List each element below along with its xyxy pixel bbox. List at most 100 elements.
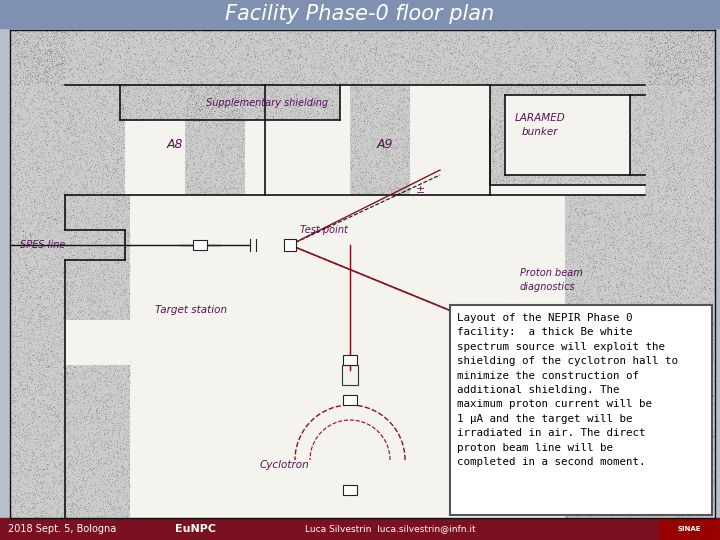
Point <box>121 84 132 93</box>
Point <box>96 360 108 369</box>
Point <box>611 26 623 35</box>
Point <box>34 87 45 96</box>
Point <box>339 74 351 83</box>
Point <box>631 267 643 276</box>
Point <box>32 434 43 443</box>
Point <box>230 37 242 46</box>
Point <box>553 117 564 126</box>
Point <box>14 374 26 382</box>
Point <box>186 84 197 92</box>
Point <box>691 50 703 58</box>
Point <box>454 49 466 58</box>
Point <box>125 431 136 440</box>
Point <box>157 32 168 40</box>
Point <box>526 107 537 116</box>
Point <box>272 53 284 62</box>
Point <box>71 480 83 488</box>
Point <box>76 436 88 445</box>
Point <box>311 108 323 117</box>
Point <box>104 415 115 424</box>
Point <box>626 319 637 327</box>
Point <box>627 77 639 85</box>
Point <box>118 228 130 237</box>
Point <box>706 115 718 124</box>
Point <box>564 293 575 302</box>
Point <box>588 282 600 291</box>
Point <box>588 252 599 260</box>
Point <box>485 97 496 106</box>
Point <box>50 210 61 219</box>
Point <box>509 52 521 61</box>
Point <box>625 75 636 83</box>
Point <box>562 53 574 62</box>
Point <box>658 310 670 319</box>
Point <box>660 106 671 115</box>
Point <box>701 476 713 484</box>
Point <box>197 60 209 69</box>
Point <box>65 314 76 323</box>
Point <box>233 127 244 136</box>
Point <box>85 369 96 378</box>
Point <box>86 455 97 463</box>
Point <box>34 46 45 55</box>
Point <box>364 134 375 143</box>
Point <box>19 328 30 336</box>
Point <box>504 171 516 180</box>
Point <box>655 150 667 159</box>
Point <box>80 183 91 192</box>
Point <box>662 419 674 428</box>
Point <box>347 65 359 73</box>
Point <box>12 64 23 72</box>
Point <box>78 103 90 112</box>
Point <box>119 286 130 295</box>
Point <box>399 65 410 73</box>
Point <box>656 98 667 106</box>
Point <box>89 56 100 64</box>
Point <box>63 257 75 266</box>
Point <box>570 468 582 476</box>
Point <box>110 499 122 508</box>
Point <box>578 153 590 161</box>
Point <box>633 374 644 382</box>
Point <box>572 233 584 241</box>
Point <box>56 493 68 502</box>
Point <box>217 110 229 118</box>
Point <box>27 503 38 511</box>
Point <box>78 435 90 444</box>
Point <box>390 177 402 186</box>
Point <box>40 107 52 116</box>
Point <box>30 164 42 173</box>
Point <box>42 44 54 53</box>
Point <box>91 507 102 516</box>
Point <box>582 381 594 390</box>
Point <box>53 49 65 57</box>
Point <box>123 398 135 407</box>
Point <box>595 414 606 422</box>
Point <box>564 208 576 217</box>
Point <box>579 204 590 213</box>
Point <box>615 403 626 411</box>
Point <box>135 35 147 44</box>
Point <box>310 98 321 106</box>
Point <box>508 179 519 187</box>
Point <box>534 151 545 160</box>
Point <box>390 137 401 146</box>
Point <box>387 64 398 73</box>
Point <box>678 488 690 497</box>
Point <box>564 269 575 278</box>
Point <box>543 45 554 54</box>
Point <box>99 242 111 251</box>
Point <box>164 79 176 88</box>
Point <box>279 87 290 96</box>
Point <box>92 330 104 339</box>
Point <box>625 377 636 386</box>
Point <box>694 46 706 55</box>
Point <box>706 471 717 480</box>
Point <box>22 373 34 381</box>
Point <box>82 364 94 373</box>
Point <box>672 168 683 177</box>
Point <box>71 381 83 390</box>
Point <box>89 449 100 457</box>
Point <box>184 131 196 140</box>
Point <box>113 307 125 315</box>
